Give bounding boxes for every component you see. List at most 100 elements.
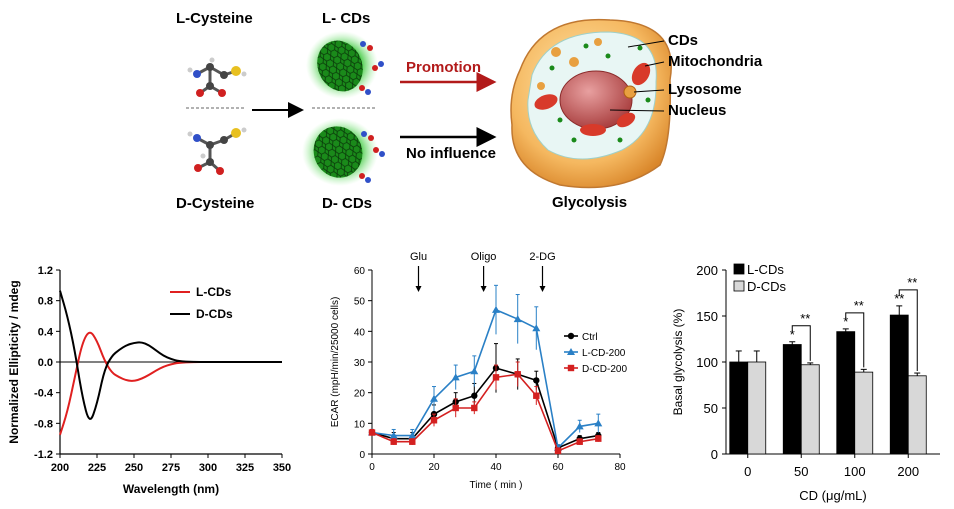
y-tick-label: 100 bbox=[696, 355, 718, 370]
series-L-CD-200 bbox=[368, 284, 603, 451]
x-tick-label: 325 bbox=[236, 462, 254, 474]
x-tick-label: 0 bbox=[369, 462, 375, 473]
legend-swatch bbox=[733, 263, 745, 275]
significance-single: * bbox=[790, 327, 795, 342]
data-point bbox=[430, 417, 438, 424]
x-axis-label: CD (μg/mL) bbox=[799, 488, 866, 503]
series-line-D-CDs bbox=[59, 290, 282, 420]
injection-arrowhead bbox=[480, 286, 487, 292]
injection-arrowhead bbox=[415, 286, 422, 292]
significance-pair: ** bbox=[907, 275, 917, 290]
y-tick-label: 1.2 bbox=[38, 265, 53, 277]
bar-D-CDs-100 bbox=[854, 371, 874, 455]
injection-arrowhead bbox=[539, 286, 546, 292]
data-point bbox=[532, 324, 541, 332]
x-tick-label: 20 bbox=[428, 462, 440, 473]
data-point bbox=[390, 438, 397, 445]
cell-label-cds: CDs bbox=[668, 32, 699, 49]
legend-label: L-CDs bbox=[196, 285, 232, 299]
series-D-CD-200 bbox=[368, 361, 602, 455]
x-tick-label: 80 bbox=[614, 462, 626, 473]
series-line bbox=[371, 308, 599, 450]
legend-label: L-CD-200 bbox=[582, 348, 626, 359]
data-point bbox=[533, 377, 540, 384]
y-tick-label: 20 bbox=[354, 389, 366, 400]
y-tick-label: 30 bbox=[354, 358, 366, 369]
cell-illustration bbox=[510, 18, 672, 189]
ecar-chart: 0 10 20 30 40 50 60 0 20 40 60 80 Time ( min ) ECAR (… bbox=[330, 251, 627, 491]
data-point bbox=[595, 435, 602, 442]
x-axis-label: Wavelength (nm) bbox=[123, 482, 219, 496]
y-tick-label: 10 bbox=[354, 419, 366, 430]
data-point bbox=[452, 404, 459, 412]
x-tick-label: 40 bbox=[490, 462, 502, 473]
bar-L-CDs-50 bbox=[782, 344, 802, 455]
data-point bbox=[430, 394, 438, 402]
x-tick-label: 200 bbox=[897, 464, 919, 479]
significance-bracket bbox=[845, 312, 865, 368]
legend-label: D-CDs bbox=[747, 279, 786, 294]
significance-pair: ** bbox=[800, 311, 810, 326]
legend-label: Ctrl bbox=[582, 332, 598, 343]
y-tick-label: 0.8 bbox=[38, 296, 53, 308]
significance-single: * bbox=[843, 314, 848, 329]
d-cds-label: D- CDs bbox=[322, 195, 373, 212]
legend-label: D-CDs bbox=[196, 307, 233, 321]
l-cysteine-molecule bbox=[187, 57, 247, 97]
data-point bbox=[471, 392, 478, 399]
bar-L-CDs-0 bbox=[729, 361, 749, 455]
y-tick-label: 40 bbox=[354, 327, 366, 338]
x-tick-label: 300 bbox=[199, 462, 217, 474]
x-tick-label: 200 bbox=[51, 462, 69, 474]
cell-label-nucleus: Nucleus bbox=[668, 102, 727, 119]
x-tick-label: 100 bbox=[844, 464, 866, 479]
data-point bbox=[533, 392, 540, 399]
x-tick-label: 50 bbox=[794, 464, 808, 479]
significance-bracket bbox=[791, 325, 811, 361]
data-point bbox=[492, 374, 500, 381]
injection-label: 2-DG bbox=[529, 251, 555, 263]
data-point bbox=[409, 438, 416, 445]
legend-marker bbox=[567, 332, 575, 340]
x-axis-label: Time ( min ) bbox=[470, 480, 523, 491]
l-cds-particle bbox=[306, 31, 384, 99]
significance-single: ** bbox=[894, 291, 904, 306]
d-cds-particle bbox=[302, 118, 385, 186]
data-point bbox=[368, 429, 376, 436]
data-point bbox=[514, 371, 521, 378]
data-point bbox=[471, 404, 478, 412]
y-tick-label: -0.4 bbox=[34, 388, 54, 400]
bar-L-CDs-100 bbox=[836, 331, 856, 455]
basal-glycolysis-chart: 0 50 100 150 200 Basal glycolysis (%) CD (μg/m… bbox=[671, 262, 940, 503]
data-point bbox=[554, 447, 562, 455]
y-axis-label: Normalized Ellipticity / mdeg bbox=[7, 280, 21, 443]
bar-L-CDs-200 bbox=[889, 314, 909, 455]
y-tick-label: 200 bbox=[696, 263, 718, 278]
promotion-label: Promotion bbox=[406, 59, 481, 76]
legend-label: L-CDs bbox=[747, 262, 784, 277]
data-point bbox=[575, 422, 584, 430]
significance-pair: ** bbox=[854, 298, 864, 313]
significance-bracket bbox=[898, 289, 918, 372]
bar-D-CDs-0 bbox=[747, 361, 767, 455]
d-cysteine-label: D-Cysteine bbox=[176, 195, 255, 212]
legend-marker bbox=[567, 364, 575, 372]
x-tick-label: 60 bbox=[552, 462, 564, 473]
cell-label-mitochondria: Mitochondria bbox=[668, 53, 763, 70]
no-influence-label: No influence bbox=[406, 145, 497, 162]
y-tick-label: 50 bbox=[704, 401, 718, 416]
data-point bbox=[513, 315, 522, 323]
y-tick-label: 50 bbox=[354, 297, 366, 308]
y-tick-label: 60 bbox=[354, 266, 366, 277]
x-tick-label: 275 bbox=[162, 462, 180, 474]
y-tick-label: -1.2 bbox=[34, 449, 53, 461]
d-cysteine-molecule bbox=[187, 127, 247, 175]
legend-label: D-CD-200 bbox=[582, 364, 627, 375]
y-tick-label: 0.4 bbox=[38, 326, 54, 338]
x-tick-label: 225 bbox=[88, 462, 106, 474]
bar-D-CDs-50 bbox=[800, 364, 820, 455]
data-point bbox=[451, 373, 460, 381]
cell-label-lysosome: Lysosome bbox=[668, 81, 742, 98]
y-tick-label: 0 bbox=[711, 447, 718, 462]
